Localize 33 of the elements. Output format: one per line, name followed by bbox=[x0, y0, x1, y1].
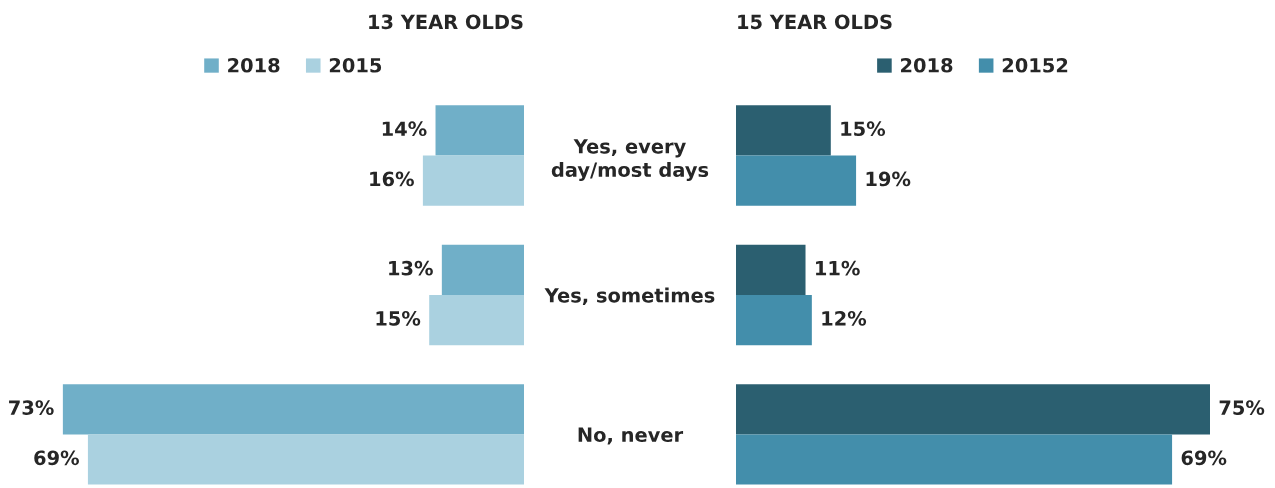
y-tick-label: Yes, sometimes bbox=[544, 287, 715, 306]
bar bbox=[87, 434, 524, 485]
data-label: 73% bbox=[9, 400, 54, 415]
data-label: 14% bbox=[382, 121, 427, 137]
data-label: 69% bbox=[1181, 450, 1227, 466]
bar bbox=[736, 434, 1173, 485]
data-label: 15% bbox=[376, 311, 421, 326]
chart-title: 13 YEAR OLDS bbox=[369, 14, 523, 30]
y-tick-label: No, never bbox=[578, 427, 684, 445]
chart-title: 15 YEAR OLDS bbox=[738, 14, 892, 30]
legend-label: 2015 bbox=[329, 57, 382, 73]
data-label: 19% bbox=[866, 171, 911, 187]
data-label: 13% bbox=[389, 260, 433, 276]
bar bbox=[441, 244, 524, 295]
bar bbox=[62, 384, 524, 435]
bar bbox=[736, 155, 857, 206]
data-label: 75% bbox=[1219, 400, 1265, 415]
data-label: 15% bbox=[841, 121, 886, 137]
bar bbox=[736, 384, 1210, 435]
bar bbox=[736, 294, 812, 346]
bar bbox=[435, 105, 524, 156]
data-label: 11% bbox=[816, 260, 860, 276]
data-label: 16% bbox=[370, 171, 414, 187]
bar bbox=[422, 155, 524, 206]
bar bbox=[736, 244, 806, 295]
legend-label: 20152 bbox=[1002, 57, 1068, 73]
bar bbox=[736, 105, 831, 156]
legend-label: 2018 bbox=[901, 57, 953, 73]
bar bbox=[429, 294, 524, 346]
legend-label: 2018 bbox=[228, 57, 280, 73]
y-tick-label: Yes, every day/most days bbox=[551, 139, 709, 181]
data-label: 69% bbox=[34, 450, 79, 466]
data-label: 12% bbox=[822, 311, 867, 326]
